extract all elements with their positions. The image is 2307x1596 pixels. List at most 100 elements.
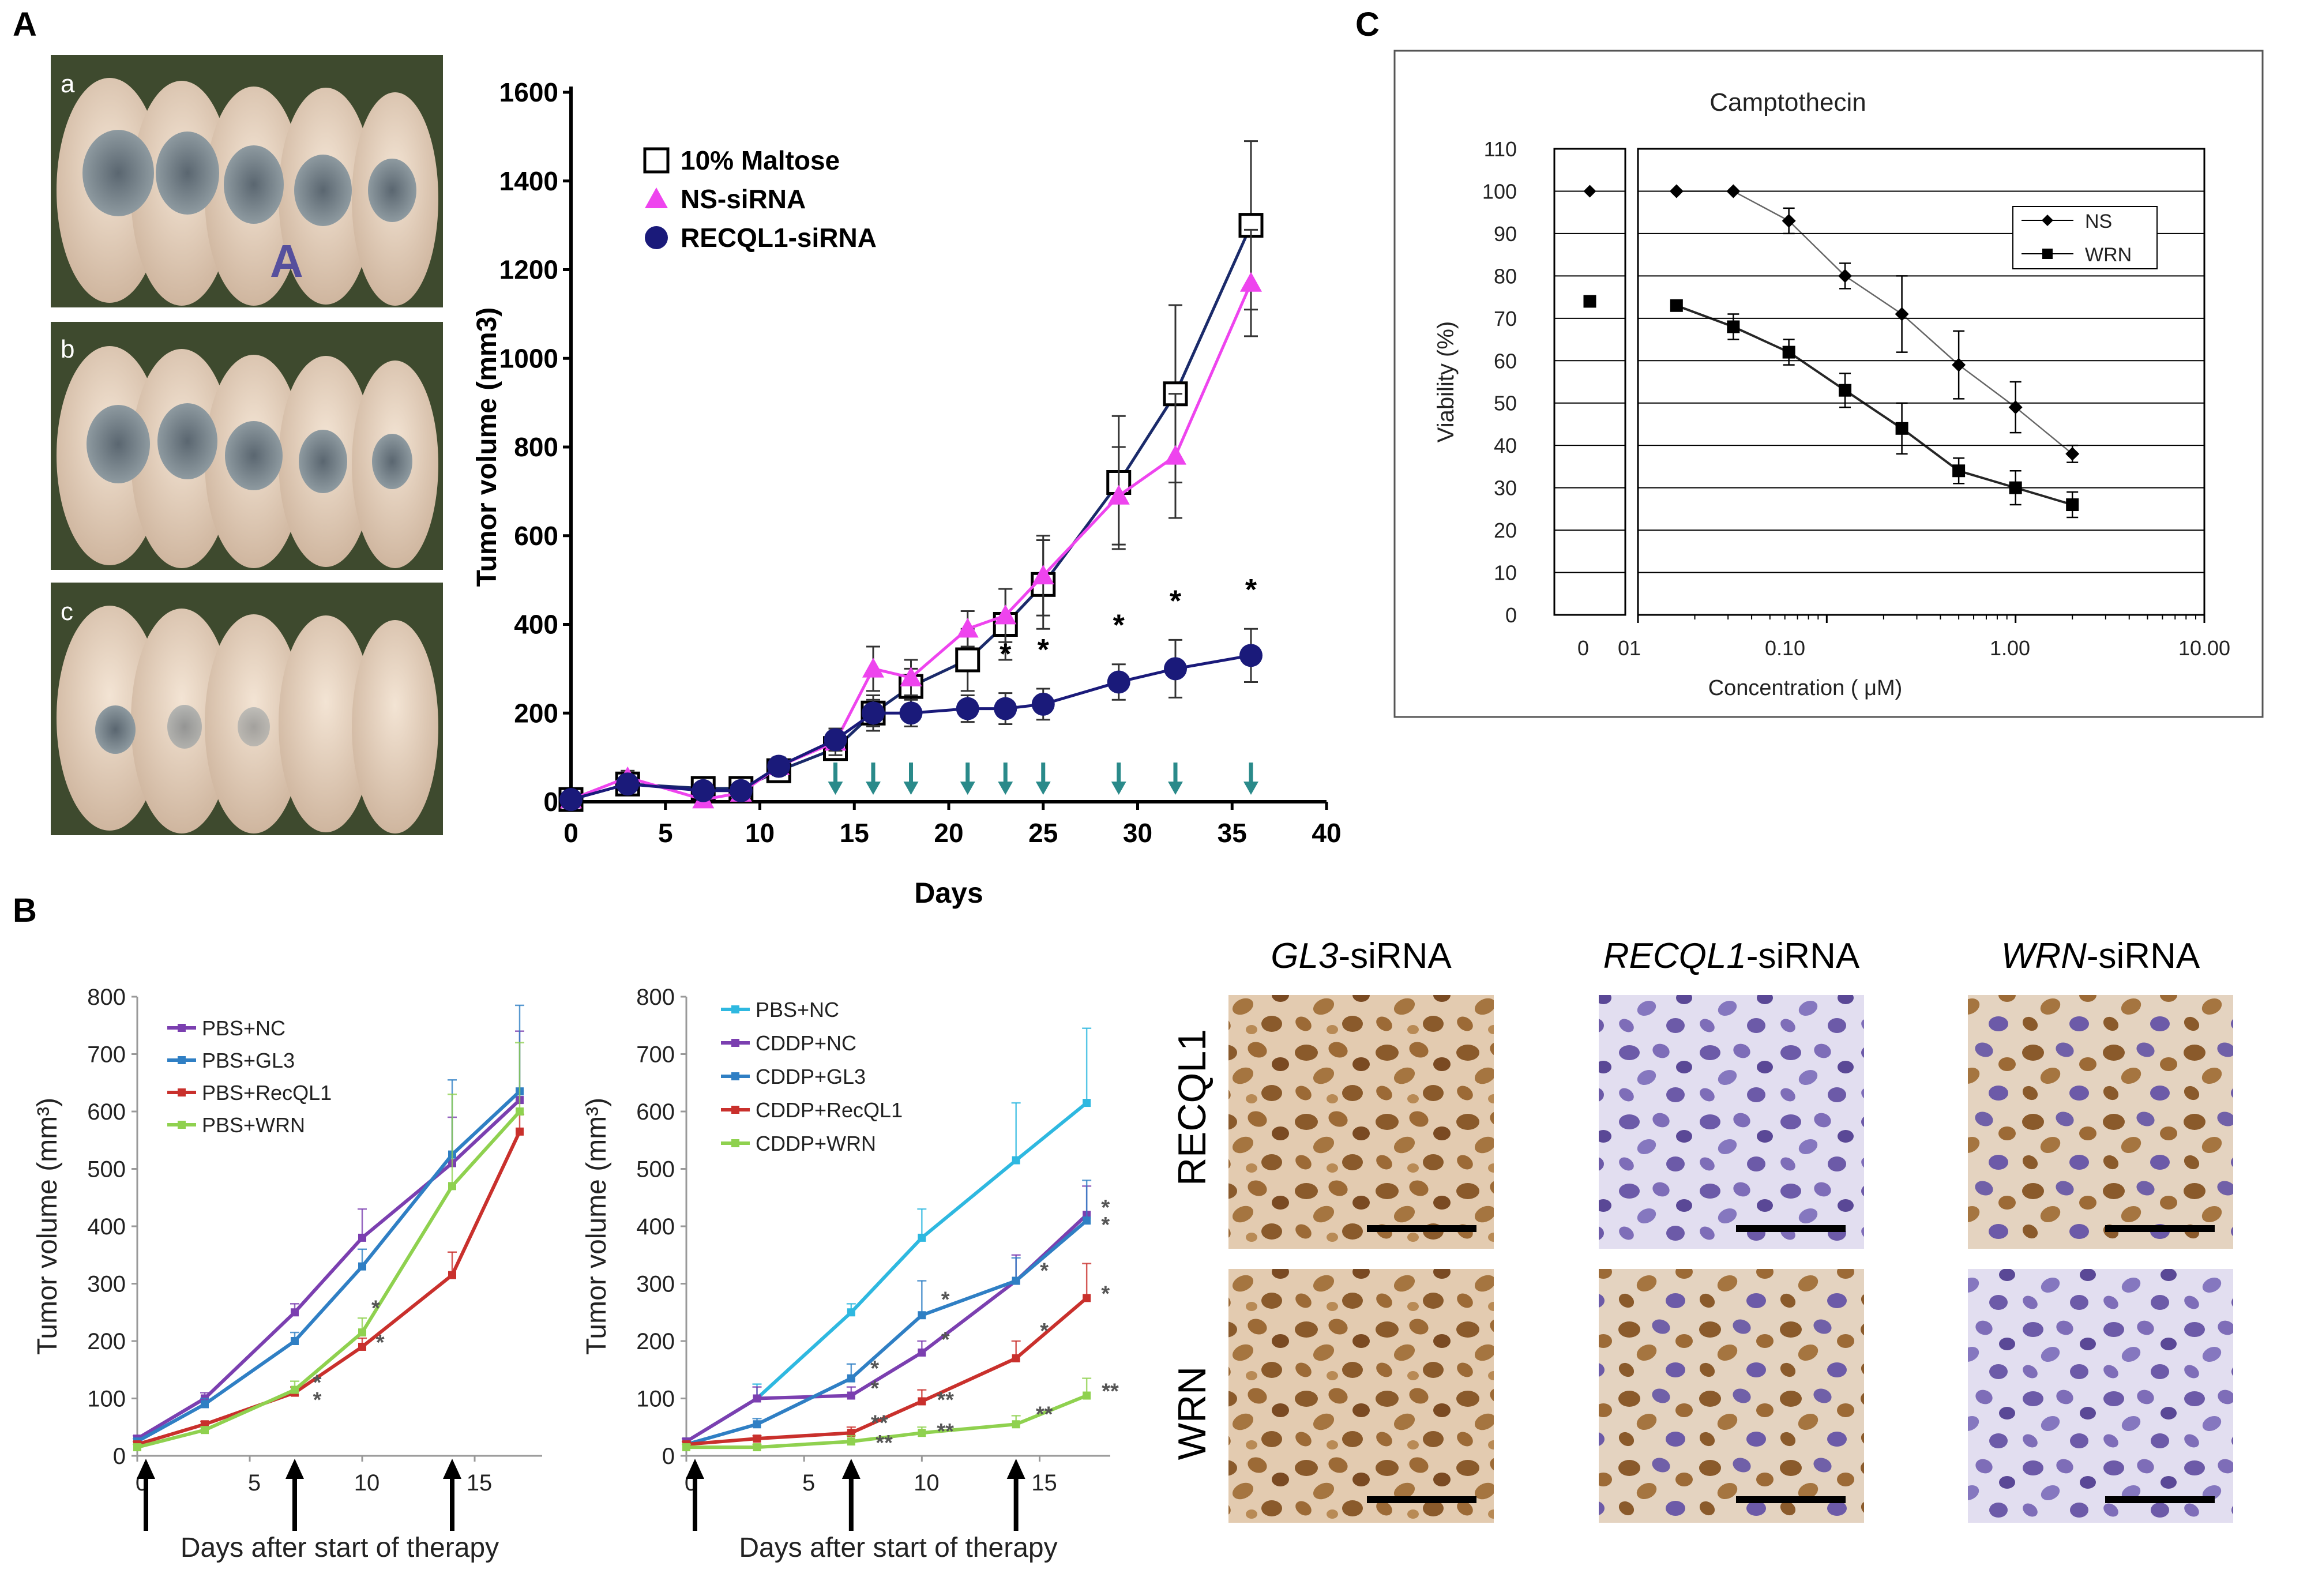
data-point-wrn <box>1727 320 1740 333</box>
y-tick-label: 600 <box>87 1099 126 1125</box>
data-point-pbs-recql1 <box>448 1271 456 1279</box>
data-point-wrn <box>1782 346 1795 359</box>
histology-image <box>1228 1269 1494 1523</box>
chart-a: 0 200 400 600 800 1000 1200 1400 1600 0 5 10 15 20 25 3… <box>472 77 1342 909</box>
legend-label: PBS+WRN <box>202 1113 305 1137</box>
data-point-cddp-wrn <box>682 1443 690 1452</box>
chart-c-frame <box>1393 50 2264 718</box>
significance-mark: * <box>1000 638 1012 671</box>
legend-box <box>2012 206 2158 269</box>
data-point-pbs-nc <box>358 1233 366 1242</box>
x-tick-label: 10.00 <box>2178 636 2230 660</box>
series-line-cddp-recql1 <box>686 1297 1088 1447</box>
histology-row-label: WRN <box>1170 1366 1214 1460</box>
data-point-cddp-wrn <box>1012 1420 1020 1429</box>
legend-label: NS-siRNA <box>681 184 806 214</box>
significance-mark: * <box>1038 633 1050 667</box>
mouse-photos: a A b c <box>51 55 443 835</box>
y-tick-label: 300 <box>87 1272 126 1297</box>
legend-marker <box>731 1106 739 1114</box>
panel-label-c: C <box>1355 6 1380 43</box>
data-point-cddp-gl3 <box>1083 1216 1091 1225</box>
x-tick-label: 25 <box>1028 818 1058 848</box>
data-point-wrn <box>1895 422 1908 435</box>
data-point-wrn <box>1670 299 1683 312</box>
y-tick-label: 40 <box>1494 434 1517 457</box>
data-point-pbs-wrn <box>201 1426 209 1434</box>
data-point-cddp-gl3 <box>918 1311 926 1320</box>
x-tick-label: 20 <box>934 818 963 848</box>
y-tick-label: 1000 <box>499 343 558 373</box>
arrowhead-label: A <box>270 235 303 287</box>
treatment-arrowhead <box>903 782 919 795</box>
mouse-photo-a: a A <box>51 55 443 307</box>
x-tick-label: 15 <box>467 1470 493 1496</box>
zero-conc-point <box>1583 295 1596 308</box>
y-tick-label: 400 <box>514 610 558 640</box>
data-point-pbs-gl3 <box>291 1337 299 1345</box>
data-point-recql1-sirna <box>1107 670 1130 694</box>
x-tick-label: 10 <box>745 818 775 848</box>
data-point-recql1-sirna <box>956 697 979 720</box>
legend-label: CDDP+RecQL1 <box>756 1098 903 1122</box>
x-axis-label: Concentration ( μM) <box>1708 676 1903 700</box>
legend-marker <box>178 1024 186 1032</box>
data-point-recql1-sirna <box>862 701 885 725</box>
data-point-pbs-recql1 <box>358 1342 366 1351</box>
legend-marker <box>178 1088 186 1096</box>
significance-mark: * <box>1040 1259 1049 1283</box>
data-point-pbs-gl3 <box>358 1262 366 1271</box>
legend-label: CDDP+WRN <box>756 1132 876 1155</box>
treatment-arrowhead <box>686 1459 704 1479</box>
data-point-cddp-wrn <box>753 1443 761 1452</box>
data-point-cddp-wrn <box>847 1437 855 1446</box>
data-point-pbs-gl3 <box>201 1400 209 1409</box>
series-line-cddp-gl3 <box>686 1219 1088 1446</box>
x-tick-label: 5 <box>248 1470 261 1496</box>
legend-label: NS <box>2085 211 2112 232</box>
y-tick-label: 600 <box>636 1099 675 1125</box>
significance-mark: * <box>941 1328 950 1352</box>
data-point-cddp-recql1 <box>918 1397 926 1406</box>
significance-mark: * <box>371 1296 380 1320</box>
data-point-recql1-sirna <box>559 788 583 812</box>
legend-label: CDDP+GL3 <box>756 1065 866 1088</box>
treatment-arrowhead <box>1111 782 1126 795</box>
y-tick-label: 100 <box>1482 179 1517 203</box>
y-axis-label: Tumor volume (mm³) <box>32 1098 63 1355</box>
y-tick-label: 20 <box>1494 519 1517 542</box>
histology-col-header: GL3-siRNA <box>1271 936 1452 976</box>
legend-label: CDDP+NC <box>756 1031 856 1055</box>
legend-label: PBS+RecQL1 <box>202 1081 332 1105</box>
y-axis-label: Viability (%) <box>1433 321 1459 442</box>
x-tick-label: 35 <box>1218 818 1247 848</box>
data-point-wrn <box>2066 498 2079 512</box>
significance-mark: ** <box>1102 1380 1119 1404</box>
y-tick-label: 400 <box>87 1214 126 1240</box>
significance-mark: * <box>870 1377 879 1401</box>
x-tick-label: 30 <box>1123 818 1152 848</box>
y-axis-label: Tumor volume (mm3) <box>472 307 502 587</box>
y-tick-label: 400 <box>636 1214 675 1240</box>
x-tick-label: 1.00 <box>1990 636 2030 660</box>
y-tick-label: 200 <box>87 1329 126 1354</box>
series-line-cddp-nc <box>685 1213 1088 1443</box>
photo-label-a: a <box>61 70 75 98</box>
legend-marker <box>731 1005 739 1013</box>
treatment-arrowhead <box>998 782 1013 795</box>
x-axis-label: Days after start of therapy <box>739 1533 1057 1563</box>
data-point-wrn <box>1952 464 1966 478</box>
treatment-arrowhead <box>1035 782 1051 795</box>
legend-label: PBS+NC <box>756 998 839 1022</box>
significance-mark: * <box>1170 584 1182 618</box>
y-tick-label: 60 <box>1494 349 1517 373</box>
treatment-arrowhead <box>1243 782 1258 795</box>
data-point-cddp-recql1 <box>1012 1354 1020 1362</box>
significance-mark: * <box>1245 573 1257 607</box>
data-point-cddp-recql1 <box>753 1434 761 1443</box>
y-tick-label: 600 <box>514 521 558 551</box>
significance-mark: * <box>1101 1213 1110 1237</box>
x-tick-label: 5 <box>802 1470 815 1496</box>
